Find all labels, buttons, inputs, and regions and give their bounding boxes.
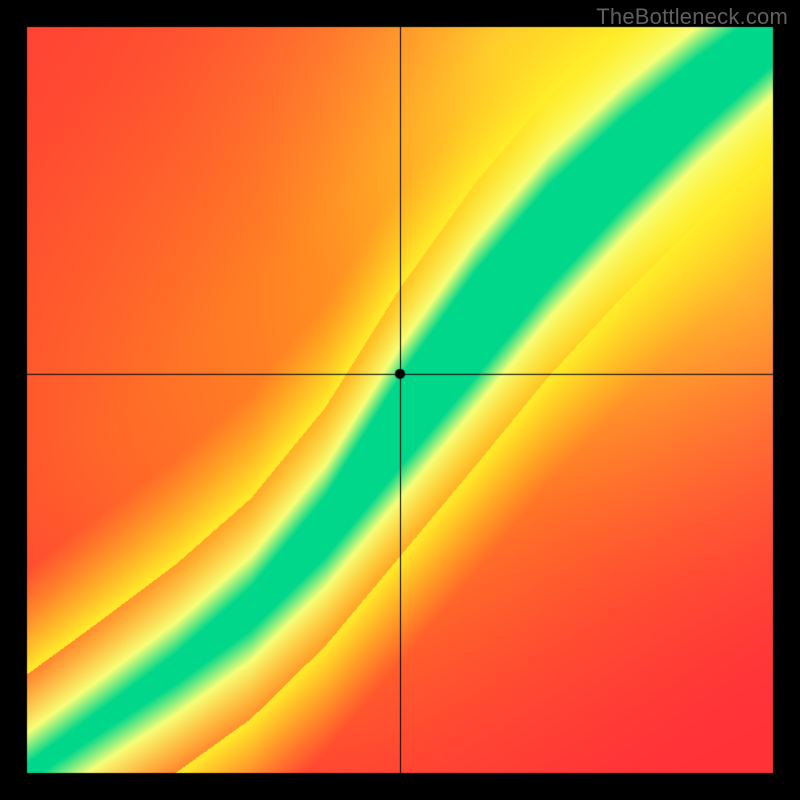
watermark-text: TheBottleneck.com	[596, 4, 788, 30]
heatmap-canvas	[0, 0, 800, 800]
chart-container: TheBottleneck.com	[0, 0, 800, 800]
